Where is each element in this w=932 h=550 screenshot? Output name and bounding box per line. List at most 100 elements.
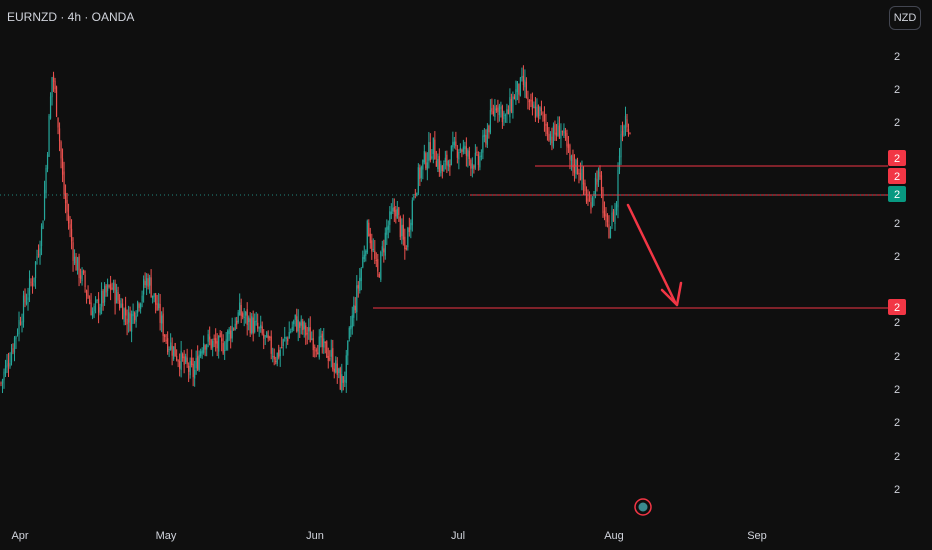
candle-body [336, 363, 338, 375]
candle-body [543, 114, 546, 122]
candle-body [45, 167, 47, 194]
candle-body [249, 318, 251, 334]
candle-body [492, 111, 494, 115]
candle-body [126, 318, 128, 325]
candle-body [323, 338, 325, 348]
candle-body [617, 169, 619, 208]
currency-button[interactable]: NZD [889, 6, 921, 30]
candle-body [509, 97, 511, 118]
price-badge-label: 2 [894, 189, 900, 201]
candle-body [255, 320, 257, 322]
candle-body [210, 339, 212, 349]
candle-body [401, 225, 403, 237]
candle-body [558, 125, 561, 139]
candle-body [624, 116, 627, 129]
candle-body [417, 167, 419, 193]
candle-body [180, 350, 182, 371]
candle-body [494, 106, 496, 117]
candle-body [252, 317, 254, 334]
candle-body [515, 89, 517, 102]
candle-body [531, 99, 534, 110]
candle-body [374, 250, 376, 259]
candle-body [243, 316, 245, 318]
candle-body [153, 293, 155, 297]
candle-body [420, 166, 422, 178]
candle-body [16, 333, 19, 335]
candle-body [498, 105, 500, 115]
candle-body [106, 284, 109, 291]
candle-body [434, 139, 436, 160]
candle-body [356, 285, 358, 313]
candle-body [483, 134, 485, 137]
candle-body [578, 172, 580, 174]
candle-body [474, 152, 476, 168]
candle-body [464, 145, 466, 150]
candle-body [300, 319, 302, 326]
candle-body [489, 110, 491, 133]
candle-body [216, 341, 218, 349]
candle-body [552, 126, 555, 147]
candle-body [234, 323, 236, 331]
candle-body [114, 283, 116, 304]
candle-body [100, 290, 103, 307]
y-tick-label: 2 [894, 484, 900, 496]
time-axis: Apr May Jun Jul Aug Sep [11, 530, 766, 542]
candle-body [608, 224, 610, 239]
candle-body [335, 360, 337, 373]
candle-body [431, 156, 433, 159]
candle-body [399, 216, 401, 238]
candle-body [380, 251, 382, 280]
candle-body [36, 256, 38, 260]
candle-body [221, 338, 223, 342]
candle-body [363, 254, 365, 260]
candle-body [281, 346, 283, 348]
candle-body [28, 278, 31, 295]
price-badge-label: 2 [894, 153, 900, 165]
x-tick-label: Sep [747, 530, 767, 542]
candle-body [623, 126, 625, 137]
candle-body [467, 150, 469, 157]
candle-body [177, 360, 179, 362]
candle-body [150, 277, 152, 298]
candle-body [308, 327, 310, 332]
candle-body [501, 105, 503, 122]
candle-body [63, 171, 65, 195]
candle-body [555, 132, 558, 136]
candle-body [569, 145, 571, 160]
symbol-title: EURNZD · 4h · OANDA [7, 10, 135, 24]
y-tick-label: 2 [894, 351, 900, 363]
candle-body [539, 106, 541, 117]
candle-body [567, 143, 570, 148]
candle-body [384, 232, 386, 256]
event-marker-icon [634, 498, 652, 516]
candle-body [410, 222, 412, 230]
candle-body [227, 330, 229, 342]
candle-body [18, 319, 20, 335]
candle-body [302, 321, 304, 331]
candle-body [311, 338, 313, 340]
price-badge [888, 150, 906, 166]
x-tick-label: Aug [604, 530, 624, 542]
candle-body [137, 301, 139, 313]
candle-body [1, 379, 4, 384]
candle-body [462, 146, 464, 152]
candle-body [57, 117, 59, 128]
candle-body [344, 380, 346, 382]
candle-body [471, 163, 473, 169]
candle-body [347, 340, 349, 356]
candle-body [132, 310, 134, 317]
candle-body [518, 83, 520, 95]
candle-body [161, 315, 163, 324]
candle-body [287, 338, 289, 342]
candle-body [579, 172, 582, 181]
candle-body [129, 313, 131, 331]
candle-body [504, 114, 507, 116]
candle-body [519, 77, 522, 96]
candle-body [527, 97, 529, 100]
y-tick-label: 2 [894, 51, 900, 63]
candle-body [318, 336, 320, 358]
candle-body [455, 141, 457, 147]
candle-body [146, 278, 148, 286]
candle-body [368, 222, 370, 237]
